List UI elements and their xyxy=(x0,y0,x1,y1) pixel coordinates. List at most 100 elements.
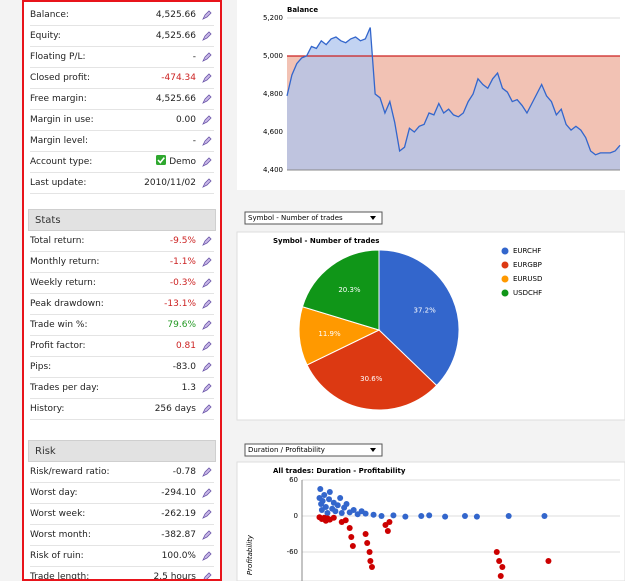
legend-swatch xyxy=(501,261,509,269)
scatter-point xyxy=(378,513,385,519)
scatter-point xyxy=(541,513,548,519)
stat-label: Worst month: xyxy=(30,530,91,540)
dropdown-arrow xyxy=(370,448,376,452)
stat-row: Monthly return: -1.1% xyxy=(30,252,214,273)
stat-label: Worst week: xyxy=(30,509,86,519)
scatter-point xyxy=(367,558,374,564)
y-tick-label: -60 xyxy=(287,548,298,556)
stat-value-text: 0.81 xyxy=(175,341,196,351)
edit-icon[interactable] xyxy=(202,341,212,351)
edit-icon[interactable] xyxy=(202,551,212,561)
scatter-point xyxy=(499,564,506,570)
stat-value: 4,525.66 xyxy=(156,26,196,46)
stat-row: Worst month: -382.87 xyxy=(30,525,214,546)
stat-value: -262.19 xyxy=(161,504,196,524)
edit-icon[interactable] xyxy=(202,31,212,41)
edit-icon[interactable] xyxy=(202,488,212,498)
stat-value: 100.0% xyxy=(162,546,196,566)
edit-icon[interactable] xyxy=(202,115,212,125)
stat-row: Trade length: 2.5 hours xyxy=(30,567,214,581)
stat-value: 1.3 xyxy=(182,378,196,398)
stat-label: Peak drawdown: xyxy=(30,299,104,309)
stat-value-text: -294.10 xyxy=(161,488,196,498)
scatter-point xyxy=(390,512,397,519)
edit-icon[interactable] xyxy=(202,299,212,309)
edit-icon[interactable] xyxy=(202,509,212,519)
dropdown-arrow xyxy=(370,216,376,220)
scatter-point xyxy=(338,510,345,516)
legend-swatch xyxy=(501,247,509,255)
pie-selector[interactable] xyxy=(244,211,383,225)
scatter-selector[interactable] xyxy=(244,443,383,457)
edit-icon[interactable] xyxy=(202,10,212,20)
slice-label: 20.3% xyxy=(338,286,361,294)
stat-label: Margin in use: xyxy=(30,115,94,125)
scatter-point xyxy=(493,549,500,555)
scatter-point xyxy=(496,558,503,564)
stat-row: Margin in use: 0.00 xyxy=(30,110,214,131)
edit-icon[interactable] xyxy=(202,52,212,62)
legend-label: USDCHF xyxy=(513,289,542,297)
stat-label: Balance: xyxy=(30,10,69,20)
stat-label: Floating P/L: xyxy=(30,52,86,62)
pie-slice xyxy=(306,329,438,411)
edit-icon[interactable] xyxy=(202,278,212,288)
stat-value: -0.78 xyxy=(173,462,196,482)
legend-label: EURGBP xyxy=(513,261,542,269)
stat-label: History: xyxy=(30,404,65,414)
stat-row: Worst day: -294.10 xyxy=(30,483,214,504)
edit-icon[interactable] xyxy=(202,178,212,188)
edit-icon[interactable] xyxy=(202,320,212,330)
stat-value: Demo xyxy=(156,152,196,172)
stat-value: 4,525.66 xyxy=(156,5,196,25)
stat-value: -83.0 xyxy=(173,357,196,377)
y-tick-label: 4,600 xyxy=(263,128,283,136)
edit-icon[interactable] xyxy=(202,94,212,104)
scatter-point xyxy=(330,514,337,521)
stat-row: Free margin: 4,525.66 xyxy=(30,89,214,110)
chart-title: Symbol - Number of trades xyxy=(273,237,379,245)
scatter-point xyxy=(346,525,353,531)
scatter-point xyxy=(505,513,512,519)
stat-value-text: - xyxy=(192,52,196,62)
stat-value-text: 4,525.66 xyxy=(155,31,196,41)
stat-value: - xyxy=(193,131,196,151)
stat-value-text: -13.1% xyxy=(164,299,196,309)
stat-row: Closed profit: -474.34 xyxy=(30,68,214,89)
stat-label: Worst day: xyxy=(30,488,78,498)
scatter-point xyxy=(334,502,341,509)
slice-label: 37.2% xyxy=(414,307,437,315)
edit-icon[interactable] xyxy=(202,362,212,372)
stat-row: Worst week: -262.19 xyxy=(30,504,214,525)
edit-icon[interactable] xyxy=(202,572,212,581)
edit-icon[interactable] xyxy=(202,136,212,146)
stat-value: -294.10 xyxy=(161,483,196,503)
edit-icon[interactable] xyxy=(202,467,212,477)
edit-icon[interactable] xyxy=(202,383,212,393)
edit-icon[interactable] xyxy=(202,236,212,246)
stat-value: -382.87 xyxy=(161,525,196,545)
scatter-point xyxy=(348,534,355,540)
edit-icon[interactable] xyxy=(202,157,212,167)
scatter-point xyxy=(442,513,449,520)
pie-selector-text: Symbol - Number of trades xyxy=(248,214,343,222)
stat-value-text: -0.3% xyxy=(169,278,196,288)
pie-slice xyxy=(301,249,380,331)
stat-label: Risk/reward ratio: xyxy=(30,467,110,477)
edit-icon[interactable] xyxy=(202,404,212,414)
scatter-point xyxy=(366,549,373,555)
scatter-point xyxy=(343,501,350,507)
edit-icon[interactable] xyxy=(202,257,212,267)
stat-value: 2.5 hours xyxy=(154,567,196,579)
account-panel: Balance: 4,525.66 Equity: 4,525.66 Floating … xyxy=(22,0,222,581)
stat-value: - xyxy=(193,47,196,67)
stat-label: Closed profit: xyxy=(30,73,91,83)
stat-row: Last update: 2010/11/02 xyxy=(30,173,214,194)
scatter-point xyxy=(349,543,356,549)
edit-icon[interactable] xyxy=(202,73,212,83)
stat-label: Trades per day: xyxy=(30,383,99,393)
edit-icon[interactable] xyxy=(202,530,212,540)
scatter-point xyxy=(322,504,329,510)
